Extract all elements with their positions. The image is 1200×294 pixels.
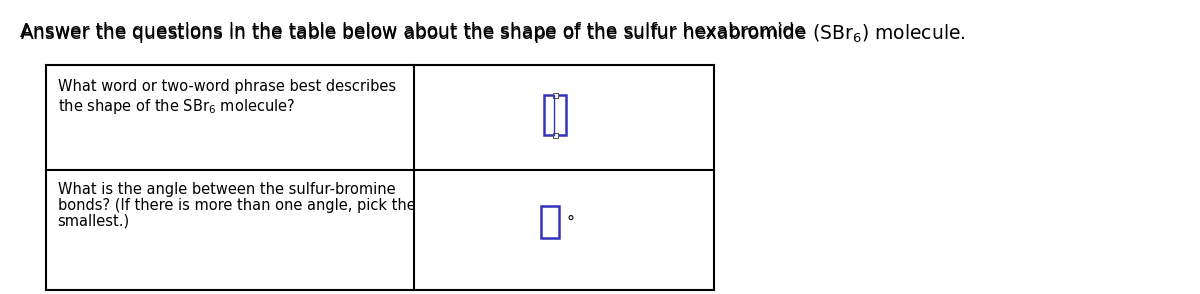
Bar xyxy=(552,93,558,98)
Bar xyxy=(46,65,714,290)
Text: °: ° xyxy=(568,215,575,230)
Text: the shape of the $\mathrm{SBr_6}$ molecule?: the shape of the $\mathrm{SBr_6}$ molecu… xyxy=(58,97,295,116)
Text: Answer the questions in the table below about the shape of the sulfur hexabromid: Answer the questions in the table below … xyxy=(20,22,966,45)
Text: bonds? (If there is more than one angle, pick the: bonds? (If there is more than one angle,… xyxy=(58,198,415,213)
Text: Answer the questions in the table below about the shape of the sulfur hexabromid: Answer the questions in the table below … xyxy=(20,22,811,41)
Bar xyxy=(541,206,559,238)
Text: smallest.): smallest.) xyxy=(58,214,130,229)
Bar xyxy=(552,133,558,138)
Text: What word or two-word phrase best describes: What word or two-word phrase best descri… xyxy=(58,79,396,94)
Bar xyxy=(544,95,566,135)
Text: What is the angle between the sulfur-bromine: What is the angle between the sulfur-bro… xyxy=(58,182,395,197)
